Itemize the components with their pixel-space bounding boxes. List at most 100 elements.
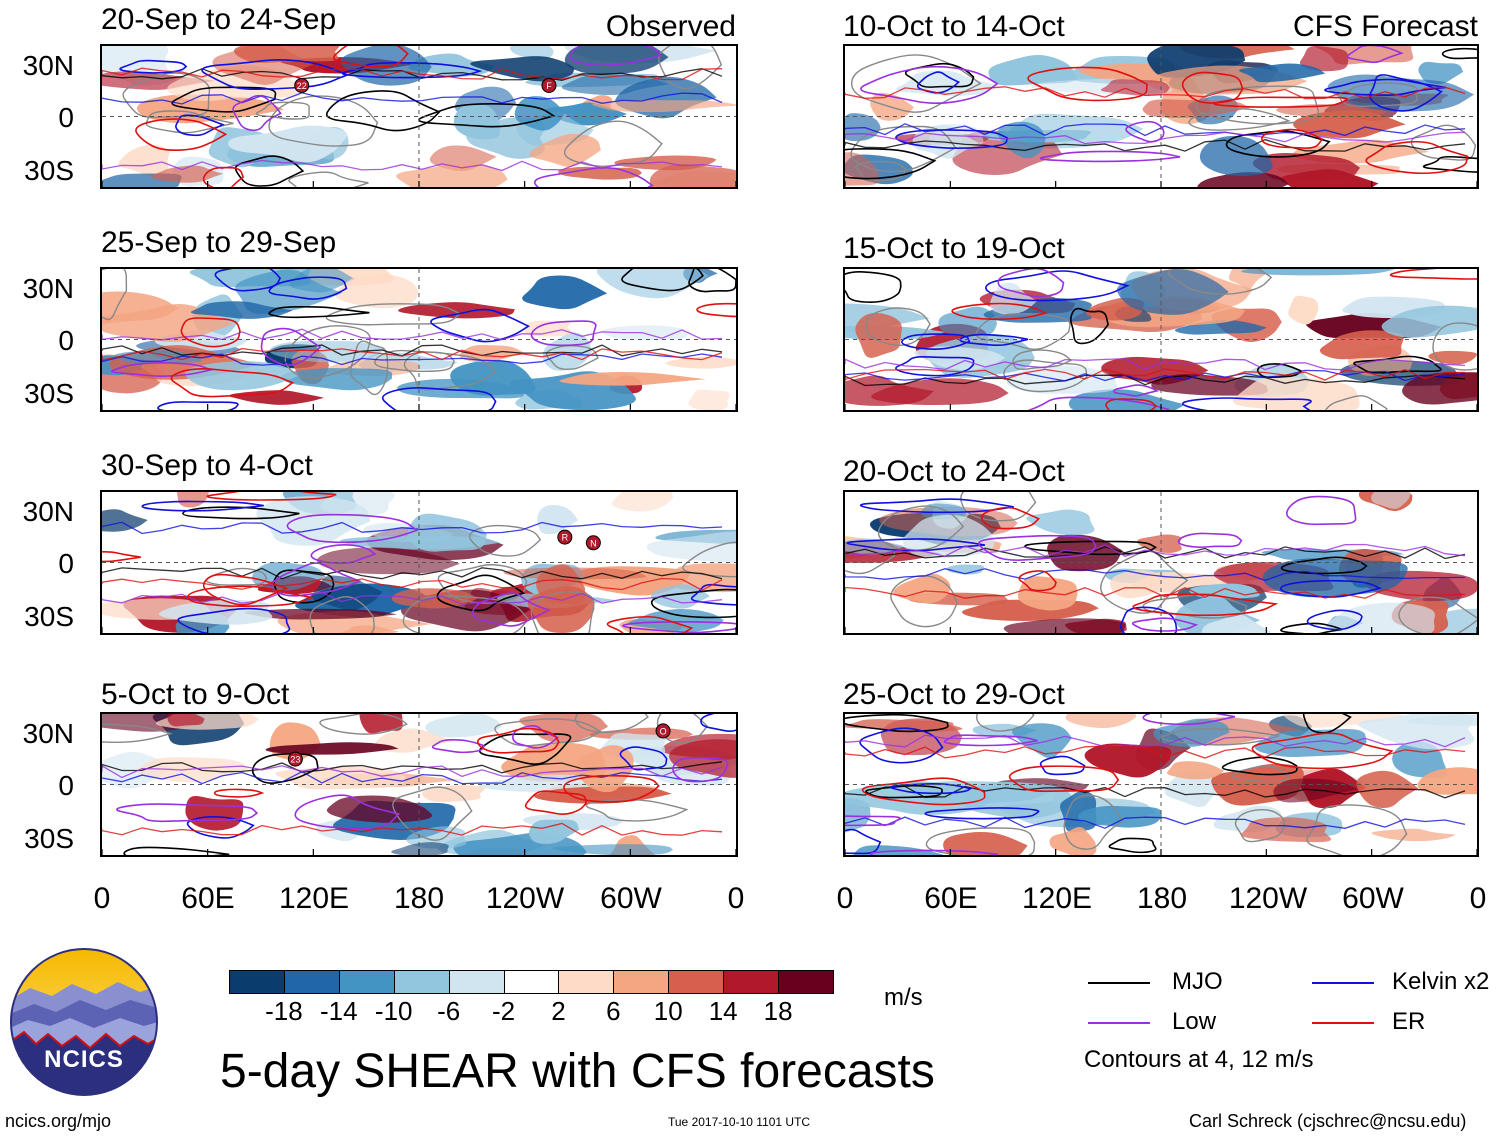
coastline xyxy=(1231,764,1290,783)
contour-line xyxy=(1108,837,1157,854)
contour-line xyxy=(206,492,337,501)
contour-line xyxy=(1182,397,1312,410)
shear-shading xyxy=(118,144,170,177)
contour-line xyxy=(270,562,362,597)
shear-shading xyxy=(646,531,736,563)
contour-line xyxy=(845,271,902,303)
contour-line xyxy=(997,269,1065,298)
shear-shading xyxy=(185,795,244,831)
coastline xyxy=(658,46,723,90)
shear-map-panel xyxy=(843,267,1479,412)
contour-line xyxy=(186,815,255,839)
contour-line xyxy=(1306,609,1363,631)
shear-shading xyxy=(845,375,934,406)
contour-line xyxy=(895,355,975,377)
coastline xyxy=(563,120,663,167)
shear-shading xyxy=(561,74,669,96)
contour-line xyxy=(845,734,1466,748)
lat-label: 30N xyxy=(22,50,74,81)
contour-line xyxy=(180,317,241,348)
shear-shading xyxy=(845,719,963,732)
shear-shading xyxy=(893,573,951,604)
shear-shading xyxy=(611,492,674,512)
source-url[interactable]: ncics.org/mjo xyxy=(5,1111,112,1131)
colorbar-tick-label: -6 xyxy=(437,996,461,1026)
contour-line xyxy=(333,46,409,68)
contour-line xyxy=(102,353,723,366)
shear-shading xyxy=(396,162,508,187)
contour-line xyxy=(1422,155,1477,173)
coastline xyxy=(850,125,957,173)
shear-shading xyxy=(407,513,487,552)
shear-shading xyxy=(1428,350,1477,365)
contour-line xyxy=(845,586,1466,599)
contour-line xyxy=(141,500,264,512)
contour-line xyxy=(234,155,305,187)
coastline xyxy=(205,567,268,586)
storm-marker: 22 xyxy=(294,77,310,93)
contour-line xyxy=(1389,269,1477,280)
contour-line xyxy=(650,588,736,619)
contour-line xyxy=(606,615,694,633)
coastline xyxy=(1161,728,1280,746)
contour-line xyxy=(1131,617,1199,632)
contour-line xyxy=(980,506,1040,530)
shear-map-panel xyxy=(843,44,1479,189)
coastline xyxy=(268,95,379,147)
contour-line xyxy=(1112,384,1160,397)
contour-line xyxy=(563,774,660,803)
shear-shading xyxy=(665,356,736,369)
contour-line xyxy=(201,59,349,91)
shear-shading xyxy=(1239,63,1326,83)
contour-line xyxy=(977,534,1097,561)
contour-line xyxy=(102,761,723,774)
colorbar-ticks: -18 -14 -10 -6 -2 2 6 10 14 18 xyxy=(229,998,833,1028)
coastline xyxy=(145,110,234,134)
storm-marker: 23 xyxy=(287,751,303,767)
shear-shading xyxy=(519,714,609,743)
contour-line xyxy=(310,543,377,565)
colorbar-cell xyxy=(613,970,670,994)
coastline xyxy=(890,574,959,628)
shear-shading xyxy=(316,547,460,575)
shear-shading xyxy=(1262,558,1408,598)
lat-label: 0 xyxy=(58,325,74,356)
contour-line xyxy=(688,269,736,293)
shear-field xyxy=(845,492,1477,633)
shear-shading xyxy=(1417,767,1477,795)
legend-label-er: ER xyxy=(1392,1008,1426,1035)
contour-line xyxy=(182,506,300,520)
shear-shading xyxy=(1299,46,1349,72)
panel-title: 5-Oct to 9-Oct xyxy=(101,678,290,711)
shear-shading xyxy=(1282,714,1404,728)
timestamp: Tue 2017-10-10 1101 UTC xyxy=(668,1115,811,1129)
shear-shading xyxy=(503,567,647,580)
shear-shading xyxy=(1407,714,1477,726)
shear-shading xyxy=(1201,614,1271,633)
coastline xyxy=(309,596,375,633)
coastline xyxy=(284,325,371,379)
contour-line xyxy=(102,521,723,535)
contour-line xyxy=(845,86,1466,100)
contour-line xyxy=(859,727,944,764)
contour-line xyxy=(845,148,937,180)
panel-title: 30-Sep to 4-Oct xyxy=(101,449,313,482)
contour-line xyxy=(1142,714,1236,726)
contours-note: Contours at 4, 12 m/s xyxy=(1084,1046,1314,1073)
contour-line xyxy=(268,305,370,319)
shear-shading xyxy=(592,99,736,113)
lon-label: 0 xyxy=(93,882,111,915)
shear-shading xyxy=(397,379,525,399)
lat-label: 0 xyxy=(58,548,74,579)
contour-line xyxy=(202,166,245,187)
coastline xyxy=(1167,269,1273,295)
colorbar-cell xyxy=(338,970,395,994)
colorbar-cell xyxy=(723,970,780,994)
shear-shading xyxy=(1199,135,1273,176)
shear-shading xyxy=(1153,718,1230,747)
contour-line xyxy=(524,790,587,815)
contour-line xyxy=(325,90,441,132)
shear-map-panel xyxy=(100,267,738,412)
contour-line xyxy=(845,785,1466,799)
coastline xyxy=(960,492,1037,522)
